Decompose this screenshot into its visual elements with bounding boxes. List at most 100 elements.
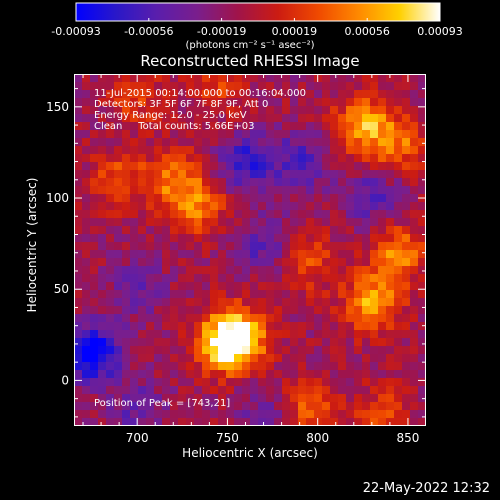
heatmap-cell — [370, 106, 379, 115]
heatmap-cell — [154, 410, 163, 419]
heatmap-cell — [210, 218, 219, 227]
heatmap-cell — [210, 194, 219, 203]
heatmap-cell — [218, 82, 227, 91]
heatmap-cell — [226, 98, 235, 107]
heatmap-cell — [354, 90, 363, 99]
heatmap-cell — [322, 314, 331, 323]
heatmap-cell — [234, 418, 243, 426]
heatmap-cell — [314, 346, 323, 355]
heatmap-cell — [258, 362, 267, 371]
heatmap-cell — [370, 370, 379, 379]
heatmap-cell — [130, 106, 139, 115]
heatmap-cell — [186, 154, 195, 163]
heatmap-cell — [338, 274, 347, 283]
heatmap-cell — [274, 250, 283, 259]
heatmap-cell — [122, 114, 131, 123]
heatmap-cell — [114, 274, 123, 283]
heatmap-cell — [394, 250, 403, 259]
heatmap-cell — [290, 258, 299, 267]
heatmap-cell — [282, 114, 291, 123]
heatmap-cell — [258, 290, 267, 299]
heatmap-cell — [266, 178, 275, 187]
heatmap-cell — [242, 394, 251, 403]
heatmap-cell — [362, 258, 371, 267]
heatmap-cell — [154, 170, 163, 179]
heatmap-cell — [362, 274, 371, 283]
heatmap-cell — [378, 186, 387, 195]
heatmap-cell — [82, 322, 91, 331]
heatmap-cell — [202, 210, 211, 219]
heatmap-cell — [306, 74, 315, 83]
heatmap-cell — [210, 274, 219, 283]
heatmap-cell — [210, 114, 219, 123]
heatmap-cell — [418, 82, 426, 91]
heatmap-cell — [170, 410, 179, 419]
heatmap-cell — [346, 114, 355, 123]
heatmap-cell — [106, 330, 115, 339]
heatmap-cell — [370, 410, 379, 419]
heatmap-cell — [250, 410, 259, 419]
heatmap-cell — [386, 162, 395, 171]
heatmap-cell — [114, 362, 123, 371]
heatmap-cell — [154, 218, 163, 227]
heatmap-cell — [418, 162, 426, 171]
heatmap-cell — [202, 162, 211, 171]
heatmap-cell — [226, 394, 235, 403]
heatmap-cell — [170, 362, 179, 371]
heatmap-cell — [354, 290, 363, 299]
heatmap-cell — [138, 274, 147, 283]
heatmap-cell — [258, 98, 267, 107]
heatmap-cell — [98, 106, 107, 115]
heatmap-cell — [114, 154, 123, 163]
heatmap-cell — [82, 418, 91, 426]
heatmap-cell — [298, 394, 307, 403]
heatmap-cell — [162, 226, 171, 235]
heatmap-cell — [130, 202, 139, 211]
heatmap-cell — [162, 250, 171, 259]
heatmap-cell — [410, 106, 419, 115]
heatmap-cell — [218, 250, 227, 259]
heatmap-cell — [290, 234, 299, 243]
heatmap-cell — [258, 194, 267, 203]
heatmap-cell — [346, 210, 355, 219]
heatmap-cell — [354, 298, 363, 307]
heatmap-cell — [258, 162, 267, 171]
heatmap-cell — [394, 386, 403, 395]
heatmap-cell — [210, 210, 219, 219]
heatmap-cell — [154, 202, 163, 211]
heatmap-cell — [130, 250, 139, 259]
heatmap-cell — [114, 394, 123, 403]
heatmap-cell — [74, 290, 83, 299]
heatmap-cell — [178, 370, 187, 379]
heatmap-cell — [122, 330, 131, 339]
heatmap-cell — [90, 298, 99, 307]
heatmap-cell — [314, 178, 323, 187]
heatmap-cell — [386, 274, 395, 283]
heatmap-cell — [394, 162, 403, 171]
heatmap-cell — [306, 266, 315, 275]
heatmap-cell — [146, 202, 155, 211]
heatmap-cell — [226, 410, 235, 419]
heatmap-cell — [394, 218, 403, 227]
heatmap-cell — [418, 362, 426, 371]
heatmap-cell — [218, 122, 227, 131]
heatmap-cell — [418, 250, 426, 259]
heatmap-cell — [378, 226, 387, 235]
heatmap-cell — [274, 386, 283, 395]
heatmap-cell — [82, 202, 91, 211]
heatmap-cell — [362, 394, 371, 403]
clean-counts-annotation: Clean Total counts: 5.66E+03 — [94, 121, 255, 132]
heatmap-cell — [226, 218, 235, 227]
heatmap-cell — [162, 202, 171, 211]
heatmap-cell — [218, 402, 227, 411]
heatmap-cell — [394, 242, 403, 251]
heatmap-cell — [194, 290, 203, 299]
heatmap-cell — [306, 314, 315, 323]
heatmap-cell — [346, 354, 355, 363]
heatmap-cell — [298, 74, 307, 83]
heatmap-cell — [154, 370, 163, 379]
heatmap-cell — [194, 146, 203, 155]
heatmap-cell — [298, 90, 307, 99]
heatmap-cell — [202, 98, 211, 107]
heatmap-cell — [202, 370, 211, 379]
